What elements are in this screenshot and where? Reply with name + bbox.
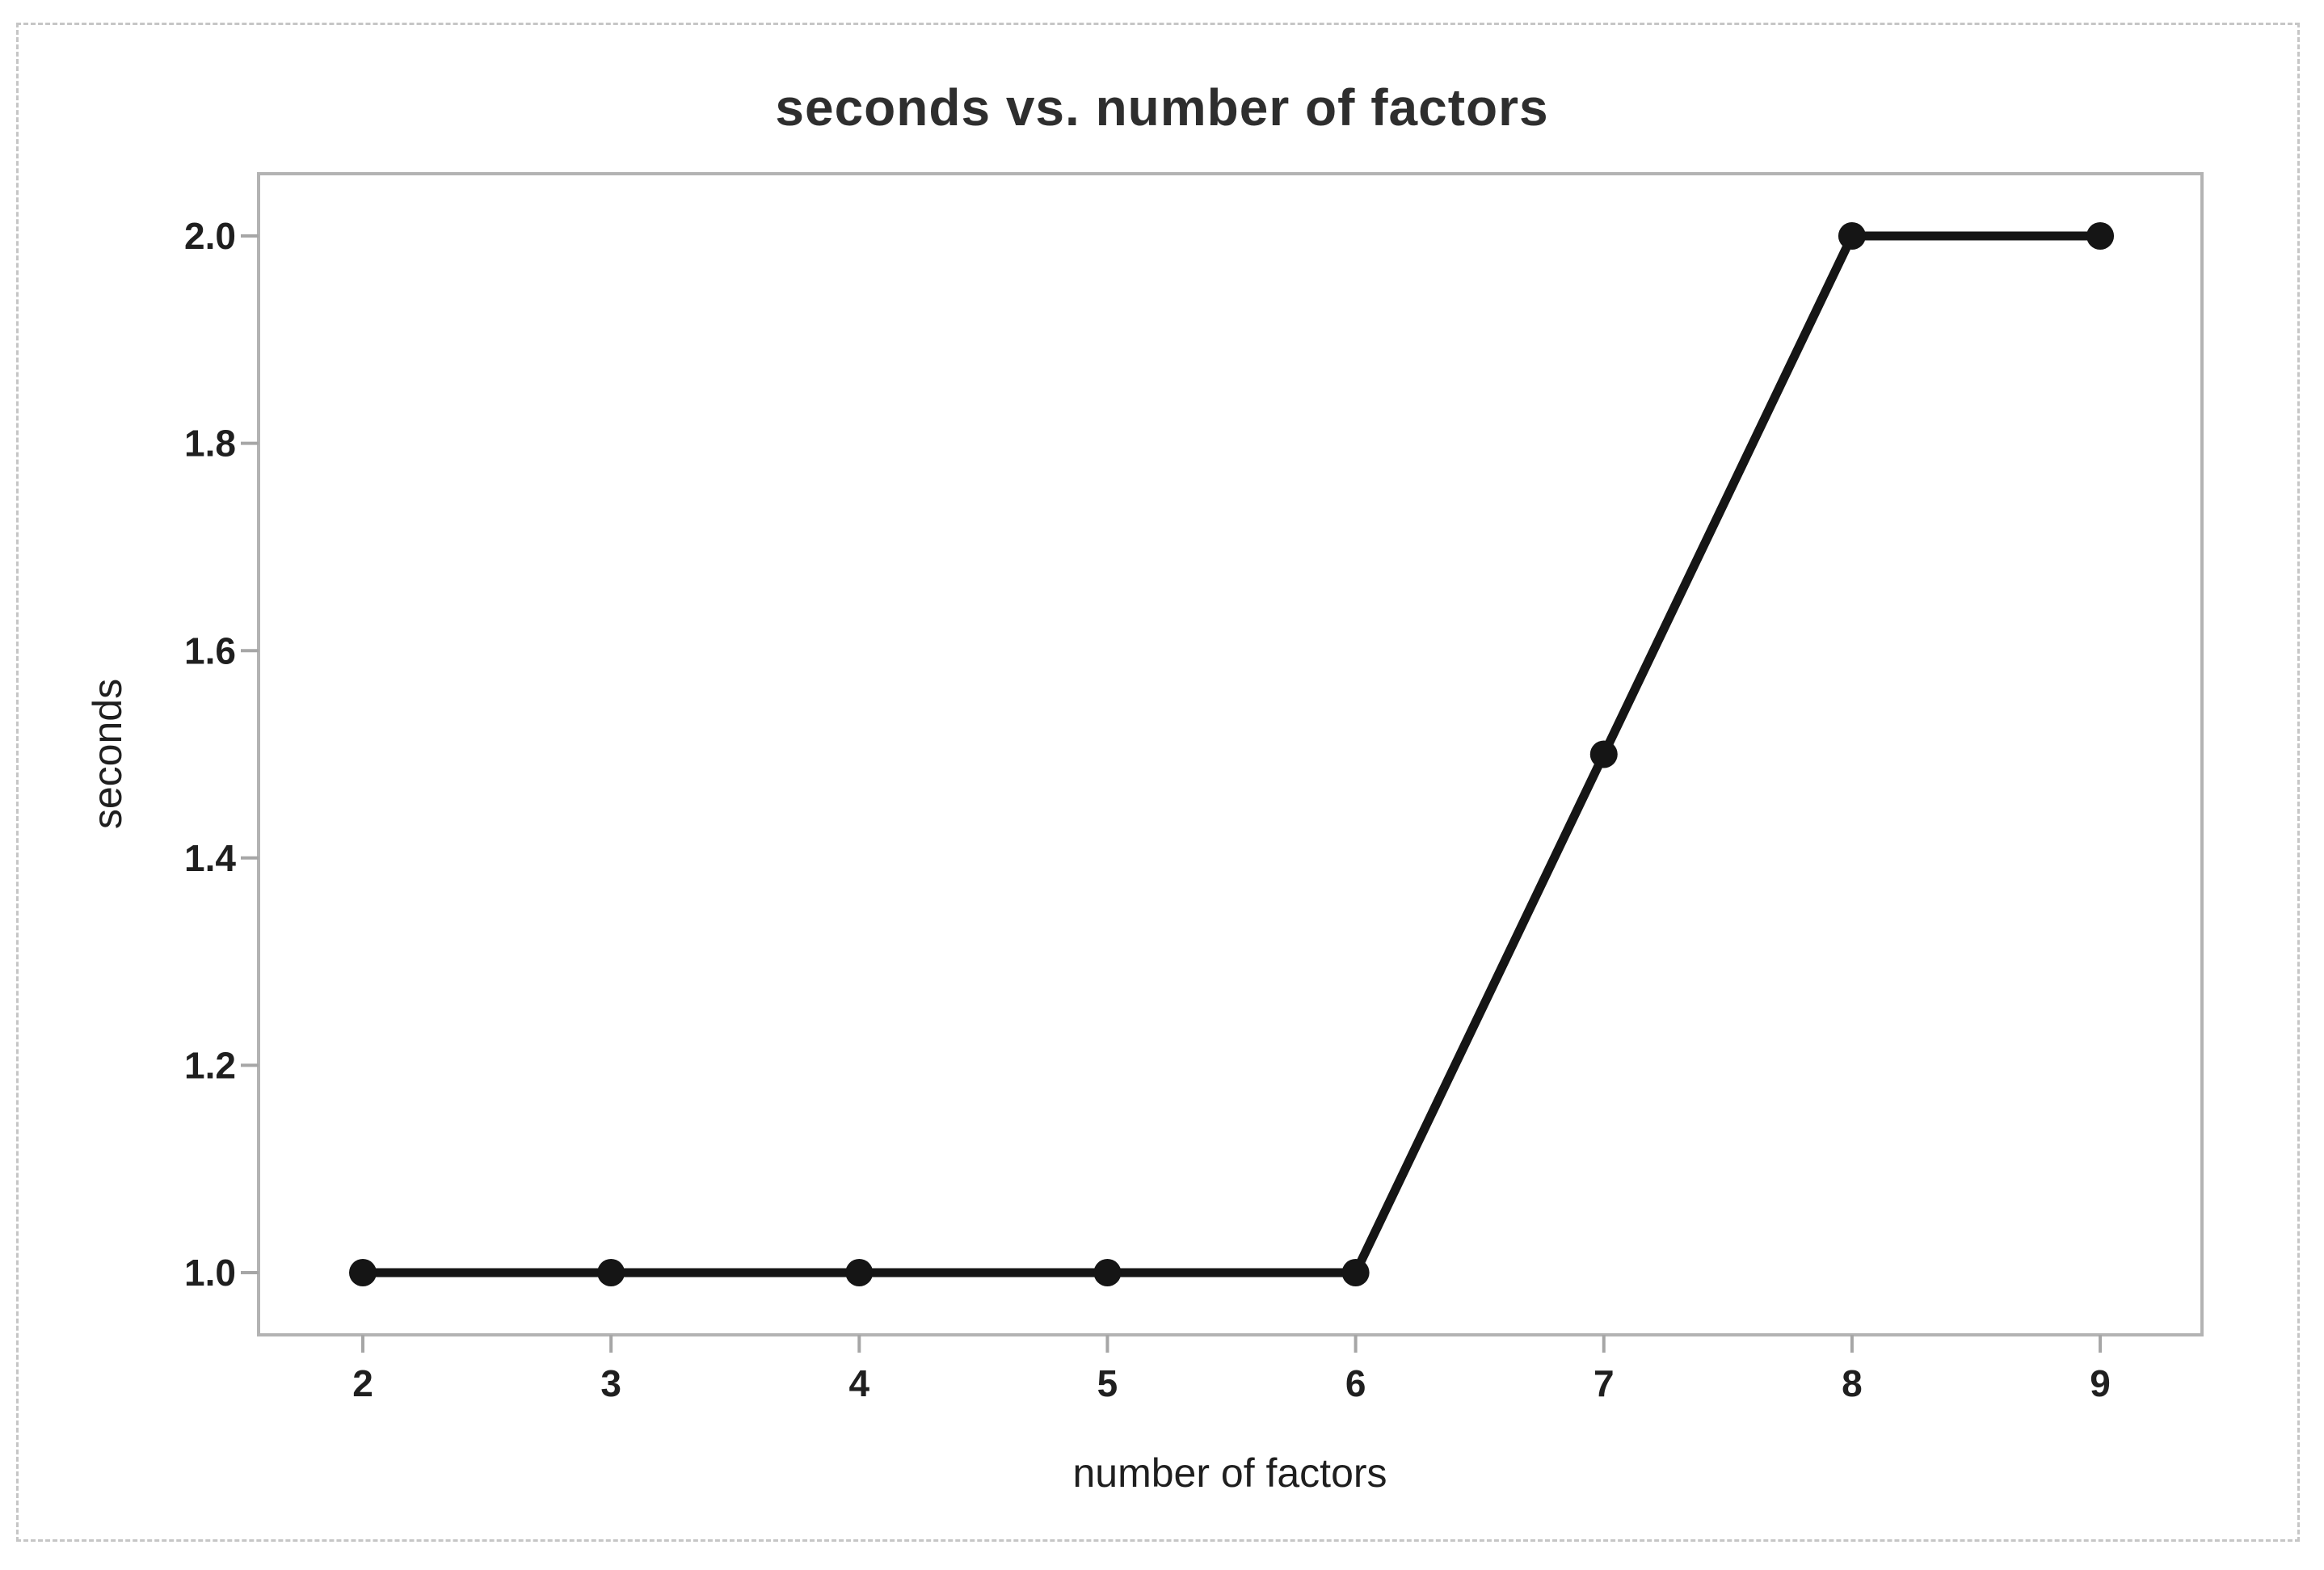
y-tick-label: 1.2 [184, 1045, 236, 1087]
y-axis-ticks [241, 234, 259, 1275]
data-point-marker [1589, 740, 1618, 768]
data-point-marker [2086, 221, 2115, 250]
x-tick-label: 4 [849, 1362, 870, 1404]
y-axis-tick-labels: 1.0 1.2 1.4 1.6 1.8 2.0 [184, 215, 236, 1294]
data-point-marker [597, 1259, 625, 1287]
data-series-seconds [349, 221, 2115, 1287]
x-tick-label: 8 [1842, 1362, 1863, 1404]
y-tick-label: 1.8 [184, 423, 236, 465]
plot-frame [257, 172, 2204, 1336]
y-tick-label: 1.4 [184, 837, 236, 879]
x-axis-label: number of factors [1072, 1450, 1387, 1496]
x-tick-label: 9 [2090, 1362, 2111, 1404]
x-tick-label: 2 [352, 1362, 373, 1404]
x-axis-tick-labels: 2 3 4 5 6 7 8 9 [352, 1362, 2111, 1404]
data-point-marker [845, 1259, 874, 1287]
y-tick-label: 1.6 [184, 629, 236, 671]
x-tick-label: 3 [600, 1362, 621, 1404]
data-point-marker [1838, 221, 1866, 250]
series-line [358, 231, 2105, 1277]
x-axis-ticks [361, 1335, 2103, 1353]
y-tick-label: 1.0 [184, 1252, 236, 1294]
y-tick-label: 2.0 [184, 215, 236, 257]
chart-title: seconds vs. number of factors [775, 78, 1548, 137]
x-tick-label: 6 [1345, 1362, 1366, 1404]
data-point-marker [1093, 1259, 1122, 1287]
y-axis-label: seconds [85, 679, 130, 829]
data-point-marker [1341, 1259, 1370, 1287]
x-tick-label: 7 [1594, 1362, 1615, 1404]
x-tick-label: 5 [1097, 1362, 1118, 1404]
data-point-marker [349, 1259, 377, 1287]
